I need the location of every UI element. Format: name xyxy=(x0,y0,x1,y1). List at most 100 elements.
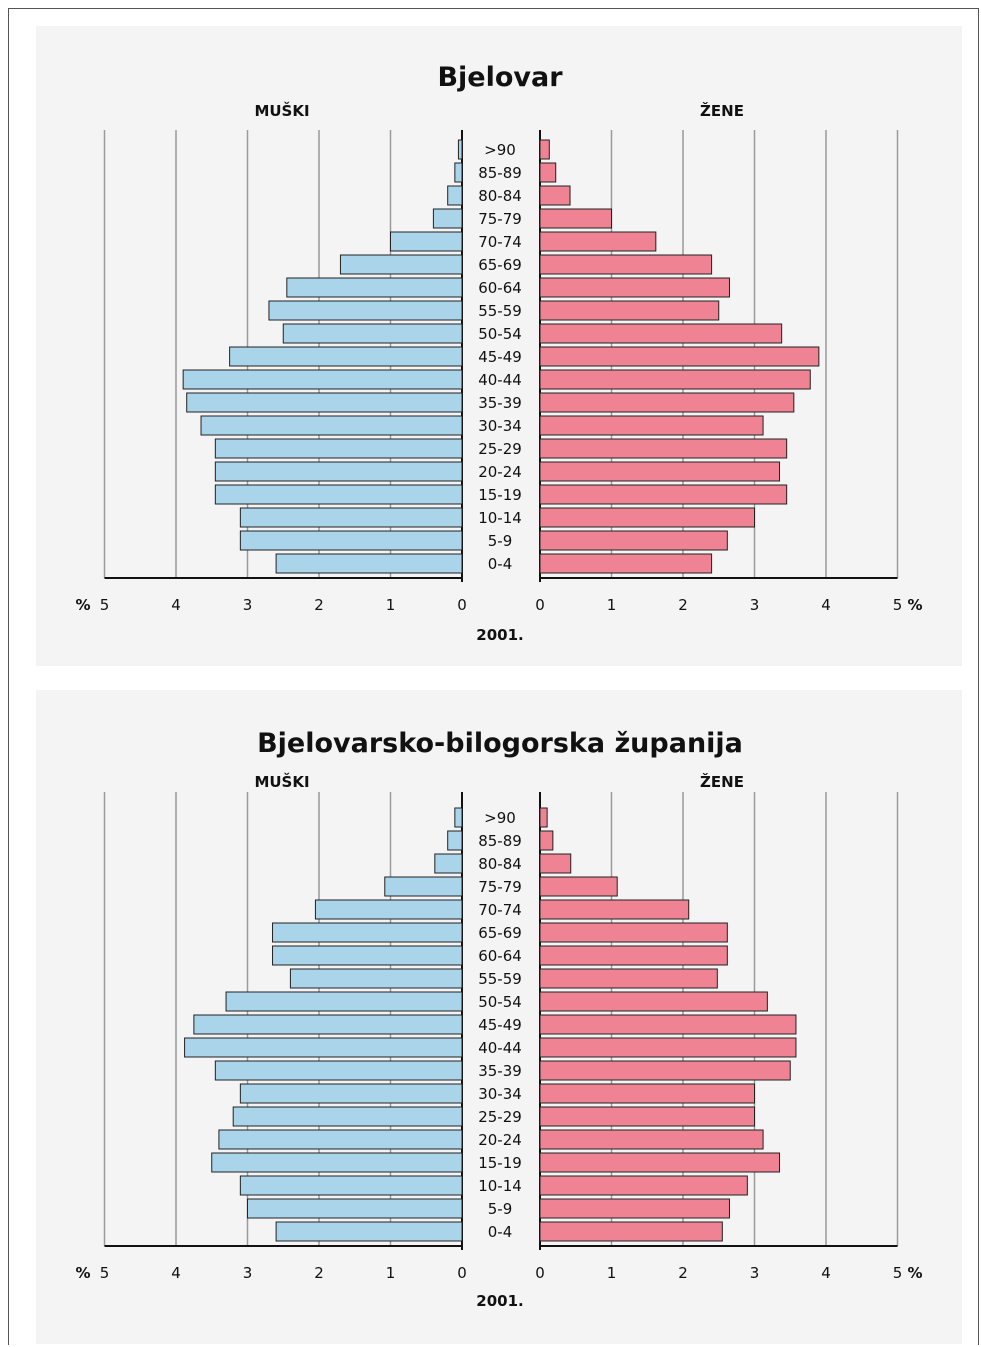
chart-title: Bjelovarsko-bilogorska županija xyxy=(257,728,743,759)
male-bar xyxy=(214,1060,463,1081)
female-bar xyxy=(539,346,820,367)
male-tick-label: 4 xyxy=(171,596,181,614)
age-group-label: 25-29 xyxy=(478,440,522,458)
female-bar xyxy=(539,1198,730,1219)
male-bar xyxy=(268,300,463,321)
female-header: ŽENE xyxy=(700,772,744,791)
female-bar xyxy=(539,876,618,897)
female-tick-label: 2 xyxy=(678,1264,688,1282)
male-tick-label: 0 xyxy=(457,596,467,614)
male-bar xyxy=(214,484,463,505)
age-group-label: 80-84 xyxy=(478,187,522,205)
age-group-label: 45-49 xyxy=(478,1016,522,1034)
male-bar xyxy=(214,438,463,459)
age-group-label: 85-89 xyxy=(478,832,522,850)
male-bar xyxy=(339,254,463,275)
male-bar xyxy=(289,968,463,989)
age-group-label: 80-84 xyxy=(478,855,522,873)
female-bar xyxy=(539,254,713,275)
male-tick-label: 4 xyxy=(171,1264,181,1282)
female-bar xyxy=(539,807,548,828)
female-tick-label: 1 xyxy=(607,1264,617,1282)
age-group-label: 10-14 xyxy=(478,509,522,527)
female-tick-label: 0 xyxy=(535,1264,545,1282)
male-bar xyxy=(275,1221,463,1242)
female-bar xyxy=(539,853,572,874)
female-bar xyxy=(539,392,795,413)
female-tick-label: 5 xyxy=(893,596,903,614)
male-unit-label: % xyxy=(75,596,90,614)
age-group-label: 30-34 xyxy=(478,1085,522,1103)
age-group-label: 35-39 xyxy=(478,394,522,412)
female-bar xyxy=(539,185,571,206)
female-bar xyxy=(539,208,612,229)
male-bar xyxy=(225,991,463,1012)
female-bar xyxy=(539,1175,748,1196)
male-bar xyxy=(182,369,463,390)
female-unit-label: % xyxy=(908,596,923,614)
female-bar xyxy=(539,1060,791,1081)
age-group-label: 60-64 xyxy=(478,947,522,965)
male-bar xyxy=(314,899,463,920)
page-frame xyxy=(8,8,979,1345)
age-group-label: 60-64 xyxy=(478,279,522,297)
pyramid-panel-county: Bjelovarsko-bilogorska županija MUŠKI ŽENE… xyxy=(36,690,962,1344)
female-bar xyxy=(539,507,755,528)
age-group-label: >90 xyxy=(484,141,516,159)
age-group-label: 5-9 xyxy=(488,1200,513,1218)
age-group-label: 40-44 xyxy=(478,371,522,389)
male-bar xyxy=(272,945,463,966)
female-bar xyxy=(539,945,728,966)
female-tick-label: 0 xyxy=(535,596,545,614)
age-group-label: 65-69 xyxy=(478,924,522,942)
male-tick-label: 3 xyxy=(243,1264,253,1282)
female-tick-label: 5 xyxy=(893,1264,903,1282)
male-bar xyxy=(200,415,463,436)
male-bar xyxy=(239,1083,463,1104)
male-bar xyxy=(239,507,463,528)
age-group-label: 75-79 xyxy=(478,878,522,896)
male-tick-label: 5 xyxy=(100,596,110,614)
age-group-label: 15-19 xyxy=(478,1154,522,1172)
female-tick-label: 1 xyxy=(607,596,617,614)
age-group-label: 20-24 xyxy=(478,463,522,481)
female-tick-label: 3 xyxy=(750,1264,760,1282)
age-group-label: 65-69 xyxy=(478,256,522,274)
male-bar xyxy=(434,853,463,874)
female-bar xyxy=(539,300,720,321)
male-bar xyxy=(239,530,463,551)
male-bar xyxy=(211,1152,463,1173)
age-group-label: 75-79 xyxy=(478,210,522,228)
male-bar xyxy=(214,461,463,482)
male-bar xyxy=(232,1106,463,1127)
female-header: ŽENE xyxy=(700,101,744,120)
male-tick-label: 0 xyxy=(457,1264,467,1282)
male-header: MUŠKI xyxy=(254,101,309,120)
male-bar xyxy=(186,392,463,413)
year-label: 2001. xyxy=(476,626,523,644)
female-bar xyxy=(539,899,690,920)
female-bar xyxy=(539,484,788,505)
female-bar xyxy=(539,1129,764,1150)
male-bar xyxy=(384,876,463,897)
female-bar xyxy=(539,1083,755,1104)
age-group-label: 25-29 xyxy=(478,1108,522,1126)
age-group-label: 10-14 xyxy=(478,1177,522,1195)
female-bar xyxy=(539,1221,723,1242)
male-bar xyxy=(447,185,463,206)
male-bar xyxy=(390,231,463,252)
age-group-label: 85-89 xyxy=(478,164,522,182)
male-unit-label: % xyxy=(75,1264,90,1282)
female-bar xyxy=(539,830,554,851)
female-bar xyxy=(539,991,768,1012)
male-bar xyxy=(282,323,463,344)
male-tick-label: 1 xyxy=(386,1264,396,1282)
male-header: MUŠKI xyxy=(254,772,309,791)
female-tick-label: 4 xyxy=(821,1264,831,1282)
age-group-label: 30-34 xyxy=(478,417,522,435)
female-bar xyxy=(539,277,730,298)
female-bar xyxy=(539,415,764,436)
female-bar xyxy=(539,1014,797,1035)
year-label: 2001. xyxy=(476,1292,523,1310)
female-tick-label: 2 xyxy=(678,596,688,614)
